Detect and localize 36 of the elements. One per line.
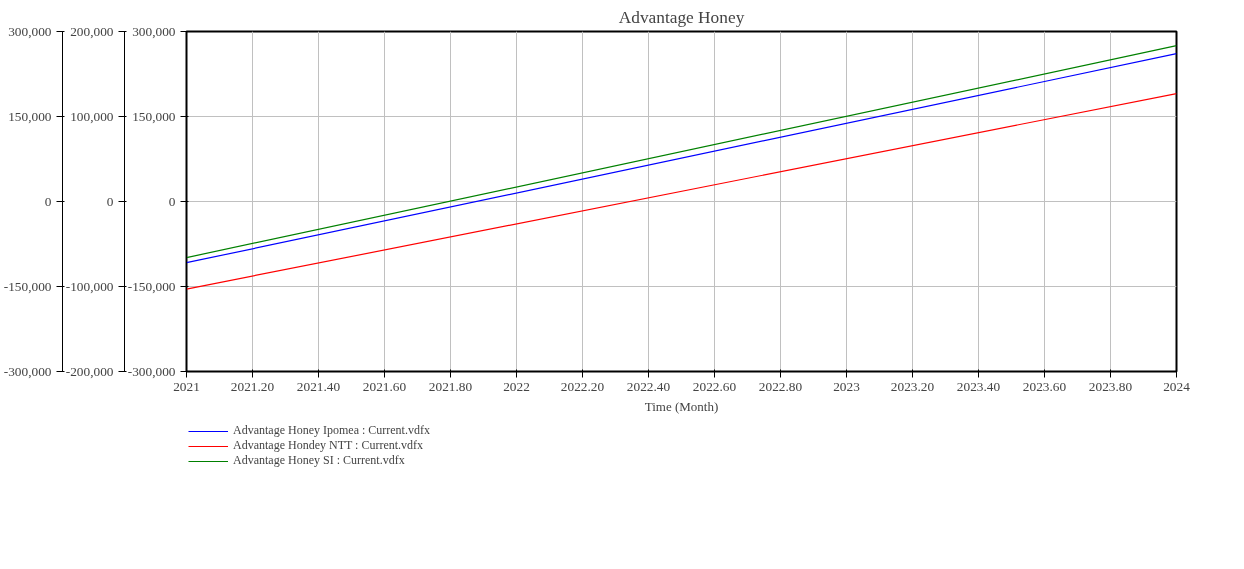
legend-label: Advantage Honey Ipomea : Current.vdfx — [233, 423, 430, 438]
x-tick-label: 2023.80 — [1088, 378, 1133, 394]
x-tick-label: 2024 — [1163, 378, 1191, 394]
x-tick-label: 2021 — [173, 378, 200, 394]
x-tick-label: 2023 — [833, 378, 861, 394]
x-tick-label: 2022.80 — [758, 378, 803, 394]
x-tick-label: 2023.60 — [1022, 378, 1067, 394]
y3-tick-label: -300,000 — [127, 363, 176, 379]
y-tick-label: -150,000 — [3, 278, 52, 294]
x-tick-label: 2021.60 — [362, 378, 407, 394]
y3-tick-label: 150,000 — [132, 108, 176, 124]
y3-tick-label: 300,000 — [132, 23, 176, 39]
y2-tick-label: 100,000 — [70, 108, 114, 124]
x-tick-label: 2023.20 — [890, 378, 935, 394]
x-tick-label: 2022 — [503, 378, 530, 394]
x-tick-label: 2021.40 — [296, 378, 341, 394]
y3-tick-label: -150,000 — [127, 278, 176, 294]
y-tick-label: 0 — [44, 193, 52, 209]
chart-title: Advantage Honey — [618, 7, 745, 27]
x-tick-label: 2022.60 — [692, 378, 737, 394]
y2-tick-label: 200,000 — [70, 23, 114, 39]
x-tick-label: 2021.80 — [428, 378, 473, 394]
x-tick-label: 2022.40 — [626, 378, 671, 394]
y-tick-label: 150,000 — [8, 108, 52, 124]
x-axis-title: Time (Month) — [644, 398, 719, 414]
y2-tick-label: 0 — [106, 193, 114, 209]
y-tick-label: -300,000 — [3, 363, 52, 379]
y3-tick-label: 0 — [168, 193, 176, 209]
legend-label: Advantage Honey SI : Current.vdfx — [233, 453, 405, 468]
legend-label: Advantage Hondey NTT : Current.vdfx — [233, 438, 424, 453]
y2-tick-label: -200,000 — [65, 363, 114, 379]
x-tick-label: 2023.40 — [956, 378, 1001, 394]
y-tick-label: 300,000 — [8, 23, 52, 39]
x-tick-label: 2021.20 — [230, 378, 275, 394]
y2-tick-label: -100,000 — [65, 278, 114, 294]
x-tick-label: 2022.20 — [560, 378, 605, 394]
